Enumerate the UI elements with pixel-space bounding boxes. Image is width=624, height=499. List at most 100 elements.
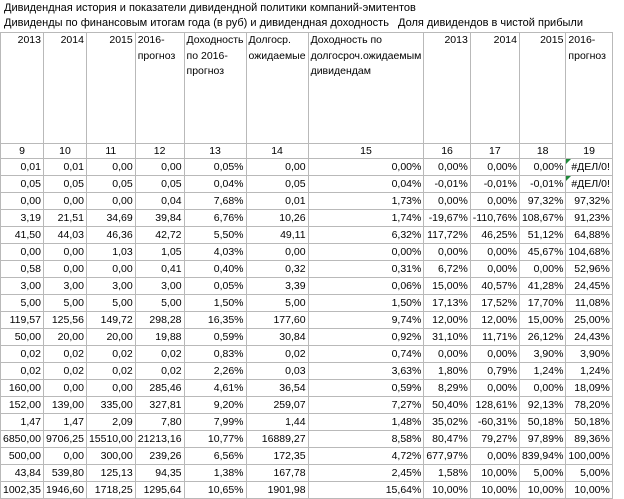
table-cell[interactable]: 10,00%: [469, 481, 520, 499]
table-cell[interactable]: 0,01: [42, 158, 87, 176]
table-cell[interactable]: 0,03: [245, 362, 309, 380]
column-number-cell[interactable]: 19: [565, 143, 613, 159]
table-cell[interactable]: 0,00%: [469, 260, 520, 278]
table-cell[interactable]: #ДЕЛ/0!: [565, 175, 613, 193]
header-cell[interactable]: 2015: [518, 32, 567, 144]
table-cell[interactable]: 0,00%: [469, 243, 520, 261]
table-cell[interactable]: 1,24%: [518, 362, 567, 380]
table-cell[interactable]: 0,59%: [307, 379, 425, 397]
table-cell[interactable]: 1,58%: [423, 464, 471, 482]
table-cell[interactable]: 9,74%: [307, 311, 425, 329]
table-cell[interactable]: 128,61%: [469, 396, 520, 414]
table-cell[interactable]: 18,09%: [565, 379, 613, 397]
table-cell[interactable]: 78,20%: [565, 396, 613, 414]
table-cell[interactable]: 3,90%: [518, 345, 567, 363]
column-number-cell[interactable]: 10: [42, 143, 87, 159]
table-cell[interactable]: 24,45%: [565, 277, 613, 295]
table-cell[interactable]: 677,97%: [423, 447, 471, 465]
table-cell[interactable]: 0,00%: [469, 192, 520, 210]
table-cell[interactable]: 12,00%: [469, 311, 520, 329]
table-cell[interactable]: 15510,00: [85, 430, 136, 448]
table-cell[interactable]: 3,90%: [565, 345, 613, 363]
table-cell[interactable]: 3,63%: [307, 362, 425, 380]
table-cell[interactable]: 4,03%: [183, 243, 247, 261]
table-cell[interactable]: 5,00: [134, 294, 185, 312]
table-cell[interactable]: 167,78: [245, 464, 309, 482]
table-cell[interactable]: 0,02: [134, 362, 185, 380]
header-cell[interactable]: Доходность по 2016-прогноз: [183, 32, 247, 144]
table-cell[interactable]: 0,00: [85, 379, 136, 397]
table-cell[interactable]: 0,00%: [423, 192, 471, 210]
table-cell[interactable]: 1,44: [245, 413, 309, 431]
table-cell[interactable]: 149,72: [85, 311, 136, 329]
table-cell[interactable]: 300,00: [85, 447, 136, 465]
table-cell[interactable]: -0,01%: [423, 175, 471, 193]
table-cell[interactable]: 3,00: [0, 277, 44, 295]
table-cell[interactable]: 0,00: [134, 158, 185, 176]
table-cell[interactable]: 16889,27: [245, 430, 309, 448]
column-number-cell[interactable]: 13: [183, 143, 247, 159]
table-cell[interactable]: 0,83%: [183, 345, 247, 363]
table-cell[interactable]: 1,73%: [307, 192, 425, 210]
table-cell[interactable]: 17,70%: [518, 294, 567, 312]
table-cell[interactable]: 6850,00: [0, 430, 44, 448]
table-cell[interactable]: 10,00%: [469, 464, 520, 482]
table-cell[interactable]: 1,47: [42, 413, 87, 431]
table-cell[interactable]: 1,50%: [307, 294, 425, 312]
table-cell[interactable]: 51,12%: [518, 226, 567, 244]
table-cell[interactable]: 1,24%: [565, 362, 613, 380]
table-cell[interactable]: 5,00: [0, 294, 44, 312]
table-cell[interactable]: 1,38%: [183, 464, 247, 482]
table-cell[interactable]: 0,02: [0, 362, 44, 380]
table-cell[interactable]: 46,36: [85, 226, 136, 244]
table-cell[interactable]: 49,11: [245, 226, 309, 244]
table-cell[interactable]: 11,08%: [565, 294, 613, 312]
column-number-cell[interactable]: 9: [0, 143, 44, 159]
table-cell[interactable]: 327,81: [134, 396, 185, 414]
table-cell[interactable]: 5,00%: [518, 464, 567, 482]
table-cell[interactable]: 3,00: [42, 277, 87, 295]
table-cell[interactable]: 9706,25: [42, 430, 87, 448]
table-cell[interactable]: 31,10%: [423, 328, 471, 346]
table-cell[interactable]: 0,00: [85, 192, 136, 210]
table-cell[interactable]: 4,72%: [307, 447, 425, 465]
table-cell[interactable]: 0,01: [0, 158, 44, 176]
table-cell[interactable]: 26,12%: [518, 328, 567, 346]
table-cell[interactable]: -0,01%: [518, 175, 567, 193]
table-cell[interactable]: 152,00: [0, 396, 44, 414]
header-cell[interactable]: 2013: [0, 32, 44, 144]
table-cell[interactable]: 839,94%: [518, 447, 567, 465]
table-cell[interactable]: 298,28: [134, 311, 185, 329]
table-cell[interactable]: 0,02: [245, 345, 309, 363]
table-cell[interactable]: 119,57: [0, 311, 44, 329]
table-cell[interactable]: 50,40%: [423, 396, 471, 414]
table-cell[interactable]: 10,00%: [423, 481, 471, 499]
table-cell[interactable]: 0,00: [245, 243, 309, 261]
table-cell[interactable]: 0,05: [245, 175, 309, 193]
table-cell[interactable]: 539,80: [42, 464, 87, 482]
table-cell[interactable]: 5,00: [245, 294, 309, 312]
table-cell[interactable]: 1,74%: [307, 209, 425, 227]
table-cell[interactable]: -110,76%: [469, 209, 520, 227]
table-cell[interactable]: 92,13%: [518, 396, 567, 414]
table-cell[interactable]: 0,79%: [469, 362, 520, 380]
column-number-cell[interactable]: 15: [307, 143, 425, 159]
table-cell[interactable]: 5,00: [42, 294, 87, 312]
table-cell[interactable]: 1,50%: [183, 294, 247, 312]
table-cell[interactable]: 239,26: [134, 447, 185, 465]
table-cell[interactable]: 0,02: [0, 345, 44, 363]
table-cell[interactable]: 8,58%: [307, 430, 425, 448]
table-cell[interactable]: 0,00%: [518, 158, 567, 176]
table-cell[interactable]: 3,00: [85, 277, 136, 295]
table-cell[interactable]: 42,72: [134, 226, 185, 244]
table-cell[interactable]: 0,02: [85, 345, 136, 363]
table-cell[interactable]: 21,51: [42, 209, 87, 227]
table-cell[interactable]: 0,00%: [469, 447, 520, 465]
header-cell[interactable]: 2014: [42, 32, 87, 144]
table-cell[interactable]: 0,00%: [518, 379, 567, 397]
table-cell[interactable]: 108,67%: [518, 209, 567, 227]
table-cell[interactable]: 50,18%: [518, 413, 567, 431]
table-cell[interactable]: 139,00: [42, 396, 87, 414]
table-cell[interactable]: 34,69: [85, 209, 136, 227]
table-cell[interactable]: 1002,35: [0, 481, 44, 499]
